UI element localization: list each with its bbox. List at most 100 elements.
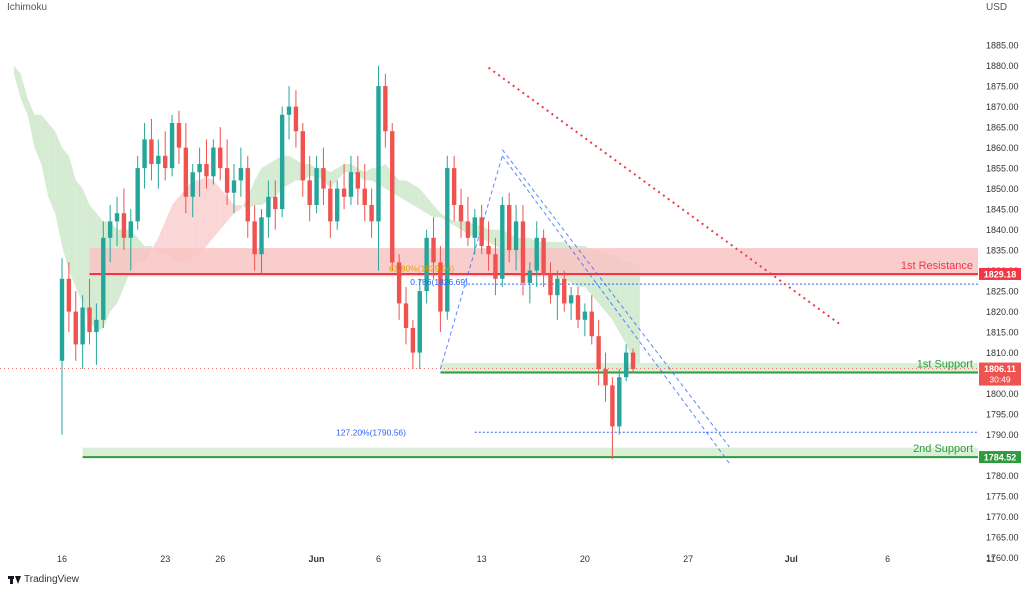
candle — [493, 237, 498, 296]
x-tick-label: 27 — [683, 554, 693, 564]
candle — [156, 139, 161, 189]
bar-countdown: 30:49 — [989, 375, 1011, 385]
candle-body — [603, 369, 608, 386]
cloud-segment — [68, 155, 76, 287]
y-tick-label: 1825.00 — [986, 287, 1019, 297]
cloud-segment — [13, 65, 21, 99]
candle-body — [562, 278, 567, 304]
y-tick-label: 1775.00 — [986, 492, 1019, 502]
candle-body — [355, 172, 361, 189]
candle — [362, 164, 367, 222]
y-tick-label: 1840.00 — [986, 225, 1019, 235]
candle-body — [348, 172, 354, 197]
candle-body — [286, 106, 292, 115]
candle-body — [266, 196, 271, 218]
candle-body — [211, 147, 216, 177]
candle-body — [87, 307, 92, 333]
candle — [623, 344, 629, 382]
cloud-segment — [433, 205, 441, 218]
candle-body — [163, 155, 168, 169]
candle — [300, 123, 305, 197]
cloud-segment — [82, 188, 90, 320]
candle — [176, 110, 182, 164]
candle-body — [341, 188, 347, 197]
cloud-segment — [330, 168, 338, 189]
candle — [321, 147, 326, 205]
candle — [121, 188, 127, 251]
candle — [224, 139, 230, 205]
y-tick-label: 1795.00 — [986, 410, 1019, 420]
candle — [534, 221, 539, 287]
cloud-segment — [406, 180, 413, 205]
zone-resistance-band — [89, 248, 978, 277]
candle-body — [445, 168, 450, 312]
cloud-segment — [227, 196, 234, 222]
x-tick-label: 11 — [986, 554, 995, 564]
candle-body — [190, 172, 195, 197]
cloud-segment — [412, 184, 420, 210]
indicator-label[interactable]: Ichimoku — [7, 2, 48, 13]
candle — [259, 209, 264, 275]
candle-body — [575, 295, 581, 320]
candle — [163, 131, 168, 181]
candle — [520, 205, 526, 296]
candle — [218, 127, 223, 181]
channel-line — [501, 149, 730, 448]
y-tick-label: 1850.00 — [986, 184, 1019, 194]
candle — [293, 90, 299, 148]
candle — [589, 295, 594, 345]
candle — [575, 287, 581, 328]
candle-body — [204, 164, 209, 177]
candle — [66, 262, 72, 333]
y-tick-label: 1855.00 — [986, 164, 1019, 174]
candle-body — [390, 131, 395, 263]
candle-body — [458, 205, 464, 222]
cloud-segment — [206, 176, 214, 246]
candle-body — [589, 311, 594, 337]
x-tick-label: 13 — [477, 554, 487, 564]
cloud-segment — [261, 164, 269, 205]
x-tick-label: Jun — [309, 554, 325, 564]
candle-body — [176, 123, 182, 148]
cloud-segment — [165, 205, 173, 259]
candle-body — [328, 188, 333, 222]
candle — [438, 246, 443, 333]
candle — [396, 254, 402, 320]
candle-body — [59, 278, 65, 361]
candle — [87, 278, 92, 345]
candle — [197, 147, 202, 197]
cloud-segment — [185, 180, 193, 263]
candle-body — [507, 205, 512, 251]
cloud-segment — [399, 180, 406, 201]
candle-body — [73, 311, 78, 345]
candle-body — [555, 278, 560, 296]
candle — [383, 73, 388, 148]
candle-body — [107, 221, 113, 238]
candle — [479, 205, 484, 255]
candle — [335, 180, 340, 230]
candle-body — [183, 147, 189, 197]
cloud-segment — [234, 205, 241, 214]
candle — [307, 155, 312, 222]
cloud-segment — [213, 180, 221, 238]
tradingview-logo: TradingView — [8, 574, 79, 585]
candle — [273, 180, 278, 230]
candle — [341, 164, 347, 210]
cloud-segment — [254, 168, 262, 205]
candle — [548, 262, 553, 304]
cloud-segment — [426, 196, 434, 218]
candle — [513, 205, 519, 271]
candle-body — [568, 295, 574, 304]
candle-body — [224, 168, 230, 193]
zone-support-band — [440, 362, 978, 373]
y-tick-label: 1865.00 — [986, 123, 1019, 133]
cloud-segment — [172, 196, 179, 263]
cloud-segment — [34, 114, 42, 164]
candle-body — [472, 217, 477, 238]
candle — [183, 123, 189, 214]
y-tick-label: 1845.00 — [986, 205, 1019, 215]
candle — [527, 262, 533, 304]
candle-body — [610, 385, 615, 427]
candle-body — [279, 114, 285, 210]
